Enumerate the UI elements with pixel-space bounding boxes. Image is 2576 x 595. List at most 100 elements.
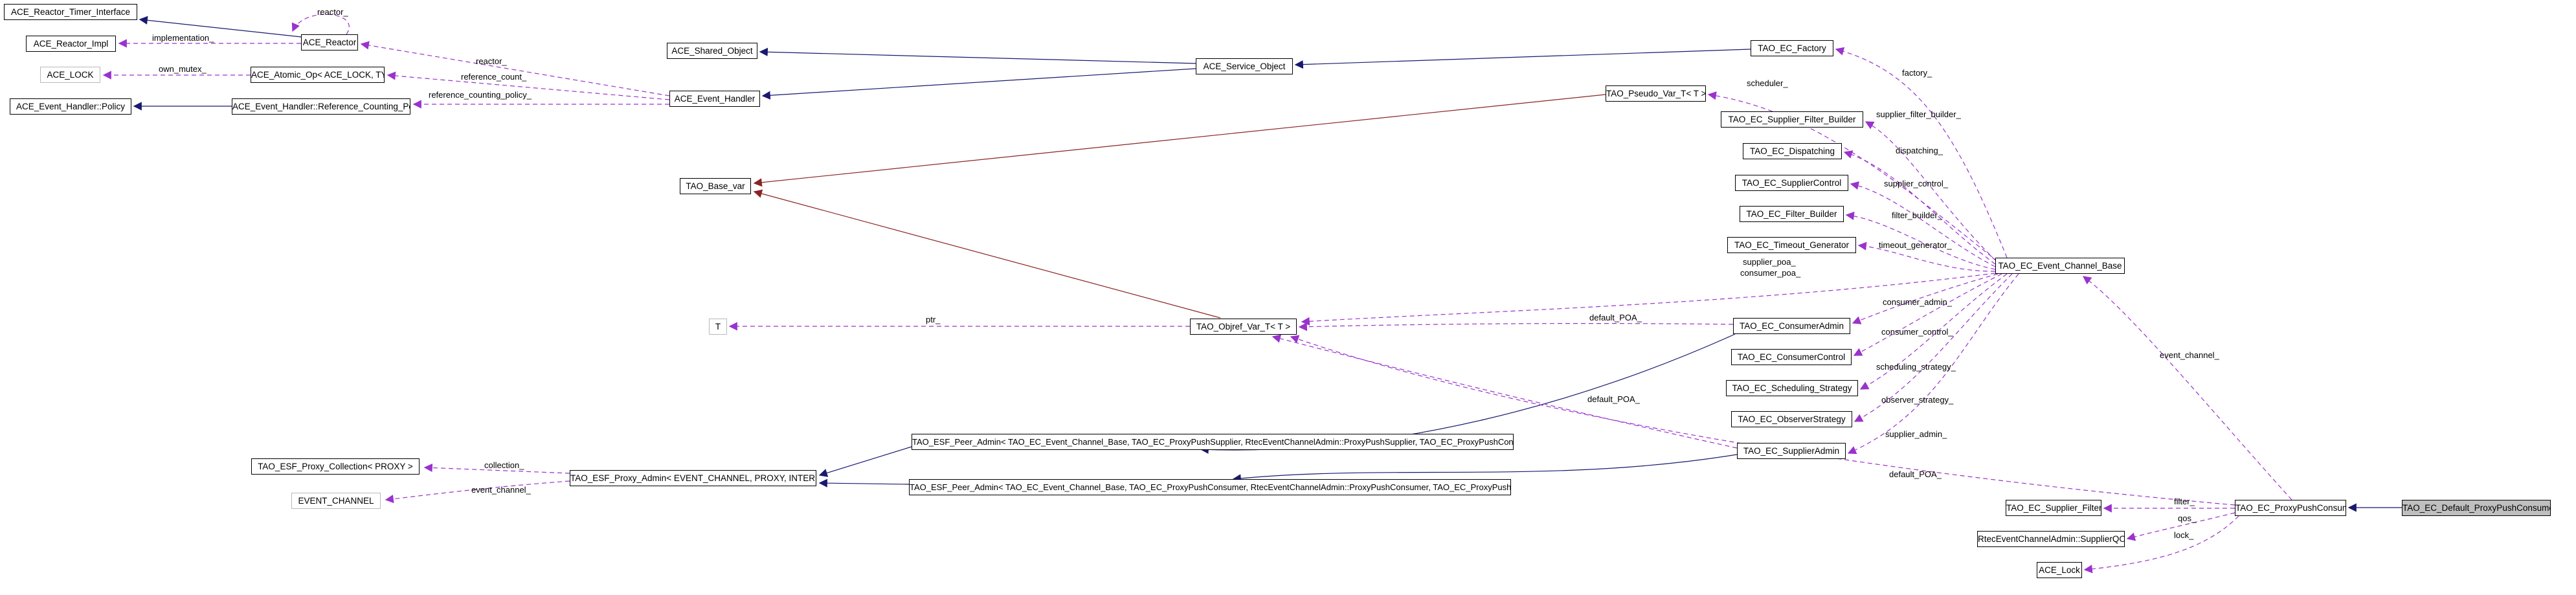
edge-label-observer-strategy: observer_strategy_	[1881, 395, 1954, 405]
edge-label-consumer-poa: consumer_poa_	[1740, 268, 1801, 278]
edge-hub-consumeradmin	[1852, 273, 1999, 324]
edge-label-factory: factory_	[1902, 68, 1932, 78]
node-tao-ec-factory[interactable]: TAO_EC_Factory	[1751, 40, 1833, 56]
edge-label-default-poa-3: default_POA_	[1889, 469, 1942, 479]
edge-hub-poas-objrefvar	[1301, 273, 1996, 326]
node-tao-ec-dispatching[interactable]: TAO_EC_Dispatching	[1743, 143, 1842, 159]
edge-eventhandler-referencecount	[386, 71, 670, 100]
node-tao-ec-proxy-push-consumer[interactable]: TAO_EC_ProxyPushConsumer	[2235, 500, 2346, 516]
edge-proxyadmin-collection	[423, 463, 570, 474]
node-ace-event-handler-policy[interactable]: ACE_Event_Handler::Policy	[10, 98, 131, 115]
edge-label-ptr: ptr_	[926, 315, 941, 324]
edge-hub-consumercontrol	[1853, 273, 2002, 356]
node-ace-reactor-timer-interface[interactable]: ACE_Reactor_Timer_Interface	[4, 4, 137, 20]
node-tao-ec-filter-builder[interactable]: TAO_EC_Filter_Builder	[1740, 206, 1844, 222]
edge-label-filter: filter_	[2174, 497, 2195, 506]
edge-ppc-qos	[2126, 512, 2235, 541]
edge-hub-supplieradmin	[1847, 273, 2019, 455]
edge-label-reactor-self: reactor_	[317, 7, 348, 17]
node-ace-service-object[interactable]: ACE_Service_Object	[1196, 58, 1293, 74]
edge-label-filter-builder: filter_builder_	[1892, 210, 1943, 220]
edge-label-own-mutex: own_mutex_	[159, 64, 207, 74]
node-tao-esf-proxy-collection[interactable]: TAO_ESF_Proxy_Collection< PROXY >	[251, 458, 420, 475]
node-tao-ec-timeout-generator[interactable]: TAO_EC_Timeout_Generator	[1727, 237, 1856, 253]
edge-hub-supplierfilterbuilder	[1865, 121, 1996, 261]
edge-pseudovar-to-basevar	[753, 94, 1606, 187]
node-tao-ec-consumer-control[interactable]: TAO_EC_ConsumerControl	[1731, 349, 1852, 365]
edge-supplieradmin-defaultpoa	[1271, 334, 1738, 449]
node-tao-ec-supplier-admin[interactable]: TAO_EC_SupplierAdmin	[1737, 443, 1846, 459]
edge-label-default-poa-1: default_POA_	[1589, 313, 1642, 322]
node-tao-objref-var-t[interactable]: TAO_Objref_Var_T< T >	[1190, 319, 1297, 335]
edge-proxyadmin-eventchannelparam	[385, 480, 570, 504]
node-tao-ec-supplier-filter[interactable]: TAO_EC_Supplier_Filter	[2006, 500, 2101, 516]
edge-label-reference-count: reference_count_	[461, 72, 527, 82]
edge-peeradmin-consumer-to-proxyadmin	[818, 478, 910, 488]
edge-eventhandler-reactor	[360, 41, 670, 96]
edge-hub-observerstrategy	[1854, 273, 2013, 422]
edge-label-implementation: implementation_	[152, 33, 214, 43]
edge-hub-filterbuilder	[1845, 211, 1996, 270]
node-tao-pseudo-var-t[interactable]: TAO_Pseudo_Var_T< T >	[1606, 85, 1706, 102]
edge-consumeradmin-defaultpoa	[1298, 322, 1734, 331]
edge-hub-scheduler	[1707, 91, 1999, 262]
edge-supplieradmin-to-peeradmin-consumer	[1232, 454, 1738, 483]
node-t-param: T	[709, 319, 727, 335]
node-ace-shared-object[interactable]: ACE_Shared_Object	[667, 43, 757, 59]
node-ace-lock-param: ACE_LOCK	[40, 67, 100, 83]
edge-consumeradmin-to-peeradmin-supplier	[1200, 333, 1736, 455]
node-ace-lock[interactable]: ACE_Lock	[2037, 562, 2082, 578]
edge-label-event-channel: event_channel_	[2160, 350, 2219, 360]
edge-label-reactor: reactor_	[476, 56, 507, 66]
edge-hub-schedulingstrategy	[1859, 273, 2008, 390]
edge-label-supplier-poa: supplier_poa_	[1743, 257, 1796, 267]
edge-label-supplier-control: supplier_control_	[1884, 179, 1949, 188]
edge-label-qos: qos_	[2178, 513, 2197, 523]
edge-label-supplier-filter-builder: supplier_filter_builder_	[1876, 109, 1961, 119]
edge-ecfactory-to-serviceobject	[1294, 49, 1751, 69]
node-rtec-supplier-qos[interactable]: RtecEventChannelAdmin::SupplierQOS	[1977, 531, 2125, 547]
edge-label-scheduler: scheduler_	[1747, 78, 1788, 88]
edge-label-dispatching: dispatching_	[1896, 146, 1943, 155]
node-tao-ec-scheduling-strategy[interactable]: TAO_EC_Scheduling_Strategy	[1726, 380, 1858, 396]
node-tao-esf-peer-admin-consumer[interactable]: TAO_ESF_Peer_Admin< TAO_EC_Event_Channel…	[909, 479, 1511, 495]
node-tao-base-var[interactable]: TAO_Base_var	[680, 178, 751, 194]
edge-peeradmin-supplier-to-proxyadmin	[818, 446, 912, 477]
edge-hub-timeoutgenerator	[1857, 241, 1996, 272]
edge-label-consumer-control: consumer_control_	[1881, 327, 1953, 337]
edge-label-supplier-admin: supplier_admin_	[1885, 429, 1947, 439]
node-tao-ec-supplier-filter-builder[interactable]: TAO_EC_Supplier_Filter_Builder	[1721, 111, 1863, 128]
node-tao-ec-observer-strategy[interactable]: TAO_EC_ObserverStrategy	[1731, 411, 1852, 427]
node-ace-event-handler[interactable]: ACE_Event_Handler	[669, 91, 760, 107]
edge-reactor-to-reactor-timer	[139, 16, 302, 38]
edge-ppc-lock	[2083, 515, 2239, 574]
node-tao-esf-proxy-admin[interactable]: TAO_ESF_Proxy_Admin< EVENT_CHANNEL, PROX…	[570, 470, 816, 486]
edge-label-reference-counting-policy: reference_counting_policy_	[429, 90, 532, 100]
node-ace-event-handler-reference-counting-policy[interactable]: ACE_Event_Handler::Reference_Counting_Po…	[232, 98, 410, 115]
edge-label-timeout-generator: timeout_generator_	[1879, 240, 1952, 250]
edge-label-lock: lock_	[2174, 530, 2194, 540]
edge-label-scheduling-strategy: scheduling_strategy_	[1876, 362, 1956, 372]
node-tao-ec-event-channel-base[interactable]: TAO_EC_Event_Channel_Base	[1995, 258, 2125, 274]
node-ace-reactor[interactable]: ACE_Reactor	[301, 34, 358, 51]
edge-reactor-self-loop	[291, 14, 350, 35]
edge-hub-dispatching	[1843, 150, 1996, 265]
node-tao-esf-peer-admin-supplier[interactable]: TAO_ESF_Peer_Admin< TAO_EC_Event_Channel…	[912, 434, 1514, 450]
node-tao-ec-default-proxy-push-consumer: TAO_EC_Default_ProxyPushConsumer	[2402, 500, 2551, 516]
edge-label-consumer-admin: consumer_admin_	[1883, 297, 1952, 307]
node-tao-ec-supplier-control[interactable]: TAO_EC_SupplierControl	[1735, 175, 1848, 191]
edge-objrefvar-to-basevar	[753, 189, 1221, 319]
edge-serviceobject-to-sharedobject	[759, 47, 1196, 64]
node-ace-reactor-impl[interactable]: ACE_Reactor_Impl	[26, 36, 116, 52]
edge-ppc-eventchannel	[2082, 276, 2292, 500]
node-tao-ec-consumer-admin[interactable]: TAO_EC_ConsumerAdmin	[1733, 318, 1850, 334]
edge-serviceobject-to-eventhandler	[761, 68, 1196, 100]
edge-label-default-poa-2: default_POA_	[1587, 394, 1640, 404]
edge-hub-suppliercontrol	[1850, 181, 1996, 267]
edge-label-collection: collection_	[484, 460, 524, 470]
node-event-channel-param: EVENT_CHANNEL	[291, 493, 381, 509]
node-ace-atomic-op[interactable]: ACE_Atomic_Op< ACE_LOCK, TYPE >	[251, 67, 385, 83]
edge-label-event-channel-2: event_channel_	[471, 485, 531, 495]
